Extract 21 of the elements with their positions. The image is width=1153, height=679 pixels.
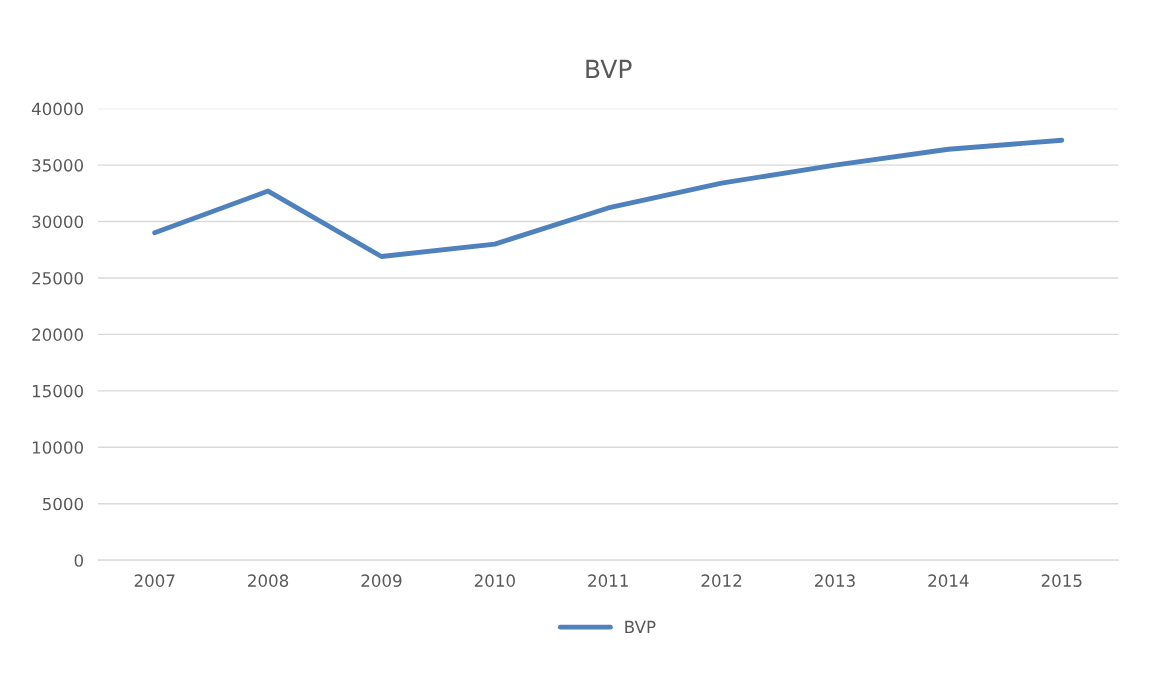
y-tick-label: 40000 (31, 102, 84, 116)
x-tick-label: 2010 (474, 574, 515, 587)
y-tick-label: 5000 (42, 497, 84, 511)
x-tick-label: 2011 (588, 574, 628, 587)
y-tick-label: 10000 (32, 441, 84, 454)
x-tick-label: 2012 (701, 574, 742, 587)
y-tick-label: 0 (74, 554, 84, 567)
x-tick-label: 2015 (1041, 574, 1082, 587)
y-tick-label: 25000 (32, 271, 84, 285)
chart-title: BVP (586, 59, 632, 79)
y-tick-label: 35000 (32, 159, 84, 172)
x-tick-label: 2007 (134, 574, 175, 587)
x-tick-label: 2014 (928, 574, 969, 587)
x-tick-label: 2009 (361, 574, 402, 587)
y-tick-label: 15000 (32, 384, 84, 398)
y-tick-label: 30000 (32, 215, 84, 229)
x-tick-label: 2008 (248, 574, 289, 587)
x-tick-label: 2013 (814, 574, 855, 587)
y-tick-label: 20000 (32, 328, 84, 341)
legend-label: BVP (625, 620, 656, 633)
line-series (152, 137, 1065, 259)
